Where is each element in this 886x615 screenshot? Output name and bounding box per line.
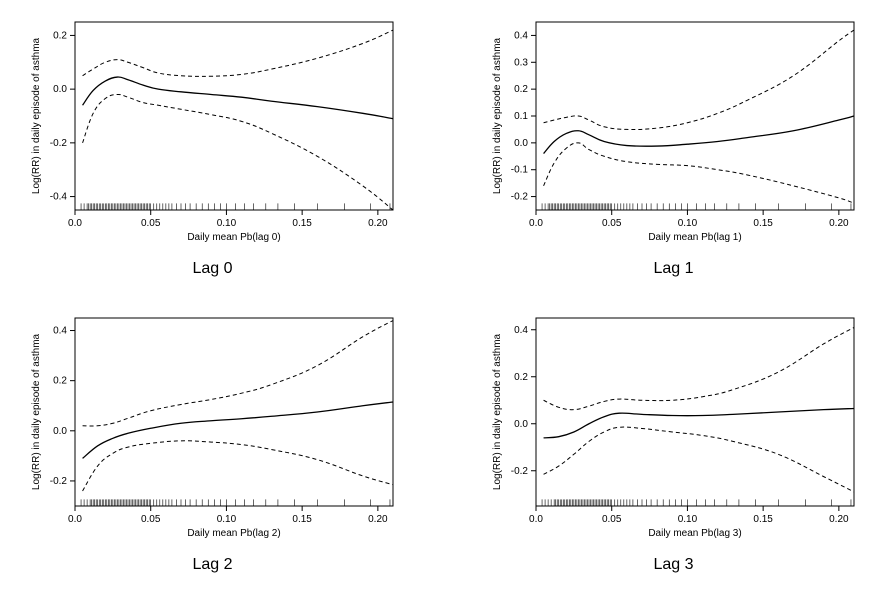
svg-text:0.05: 0.05 [601, 514, 621, 525]
panel-lag2: 0.0 0.05 0.10 0.15 0.20 -0.2 0.0 0.2 0.4 Daily me… [12, 308, 413, 574]
svg-text:-0.2: -0.2 [510, 192, 528, 203]
svg-text:0.10: 0.10 [216, 514, 236, 525]
svg-text:0.0: 0.0 [514, 138, 528, 149]
x-axis-title: Daily mean Pb(lag 0) [187, 232, 280, 243]
figure-grid: 0.0 0.05 0.10 0.15 0.20 -0.4 -0.2 0.0 0.2 Daily m… [12, 12, 874, 574]
y-axis-title: Log(RR) in daily episode of asthma [31, 37, 42, 194]
svg-text:-0.1: -0.1 [510, 165, 528, 176]
chart-svg: 0.0 0.05 0.10 0.15 0.20 -0.2 0.0 0.2 0.4 Daily me… [484, 308, 864, 548]
svg-text:-0.2: -0.2 [49, 138, 67, 149]
svg-text:0.0: 0.0 [529, 218, 543, 229]
svg-text:0.0: 0.0 [529, 514, 543, 525]
panel-lag0: 0.0 0.05 0.10 0.15 0.20 -0.4 -0.2 0.0 0.2 Daily m… [12, 12, 413, 278]
x-axis-title: Daily mean Pb(lag 1) [648, 232, 741, 243]
caption-lag1: Lag 1 [653, 260, 693, 278]
svg-text:-0.2: -0.2 [510, 466, 528, 477]
svg-text:0.10: 0.10 [216, 218, 236, 229]
svg-text:0.20: 0.20 [368, 514, 388, 525]
svg-text:0.3: 0.3 [514, 57, 528, 68]
chart-svg: 0.0 0.05 0.10 0.15 0.20 -0.2 0.0 0.2 0.4 Daily me… [23, 308, 403, 548]
svg-text:0.20: 0.20 [829, 218, 849, 229]
rug-marks [542, 499, 851, 506]
svg-text:0.10: 0.10 [677, 218, 697, 229]
svg-text:0.15: 0.15 [292, 514, 312, 525]
rug-marks [81, 499, 390, 506]
svg-text:0.05: 0.05 [601, 218, 621, 229]
svg-text:0.10: 0.10 [677, 514, 697, 525]
svg-text:0.2: 0.2 [53, 30, 67, 41]
svg-text:0.20: 0.20 [368, 218, 388, 229]
svg-text:0.05: 0.05 [140, 514, 160, 525]
svg-text:0.15: 0.15 [753, 514, 773, 525]
svg-text:0.0: 0.0 [53, 426, 67, 437]
x-axis-title: Daily mean Pb(lag 3) [648, 528, 741, 539]
y-axis-title: Log(RR) in daily episode of asthma [492, 37, 503, 194]
x-axis-title: Daily mean Pb(lag 2) [187, 528, 280, 539]
svg-text:0.0: 0.0 [68, 514, 82, 525]
rug-marks [542, 203, 851, 210]
svg-text:0.4: 0.4 [53, 326, 67, 337]
chart-svg: 0.0 0.05 0.10 0.15 0.20 -0.4 -0.2 0.0 0.2 Daily m… [23, 12, 403, 252]
svg-text:0.0: 0.0 [68, 218, 82, 229]
svg-text:0.15: 0.15 [292, 218, 312, 229]
y-axis-title: Log(RR) in daily episode of asthma [31, 333, 42, 490]
panel-lag1: 0.0 0.05 0.10 0.15 0.20 -0.2 -0.1 0.0 0.1 0.2 0.3 0… [473, 12, 874, 278]
caption-lag0: Lag 0 [192, 260, 232, 278]
svg-text:-0.4: -0.4 [49, 192, 67, 203]
rug-marks [81, 203, 390, 210]
svg-text:0.2: 0.2 [53, 376, 67, 387]
svg-text:0.0: 0.0 [514, 419, 528, 430]
plot-lag1: 0.0 0.05 0.10 0.15 0.20 -0.2 -0.1 0.0 0.1 0.2 0.3 0… [484, 12, 864, 252]
svg-text:0.2: 0.2 [514, 84, 528, 95]
caption-lag2: Lag 2 [192, 556, 232, 574]
plot-lag2: 0.0 0.05 0.10 0.15 0.20 -0.2 0.0 0.2 0.4 Daily me… [23, 308, 403, 548]
svg-text:-0.2: -0.2 [49, 476, 67, 487]
y-axis-title: Log(RR) in daily episode of asthma [492, 333, 503, 490]
svg-text:0.4: 0.4 [514, 325, 528, 336]
svg-text:0.1: 0.1 [514, 111, 528, 122]
chart-svg: 0.0 0.05 0.10 0.15 0.20 -0.2 -0.1 0.0 0.1 0.2 0.3 0… [484, 12, 864, 252]
svg-text:0.05: 0.05 [140, 218, 160, 229]
svg-text:0.15: 0.15 [753, 218, 773, 229]
plot-lag3: 0.0 0.05 0.10 0.15 0.20 -0.2 0.0 0.2 0.4 Daily me… [484, 308, 864, 548]
svg-text:0.20: 0.20 [829, 514, 849, 525]
svg-text:0.4: 0.4 [514, 30, 528, 41]
caption-lag3: Lag 3 [653, 556, 693, 574]
svg-text:0.0: 0.0 [53, 84, 67, 95]
panel-lag3: 0.0 0.05 0.10 0.15 0.20 -0.2 0.0 0.2 0.4 Daily me… [473, 308, 874, 574]
plot-lag0: 0.0 0.05 0.10 0.15 0.20 -0.4 -0.2 0.0 0.2 Daily m… [23, 12, 403, 252]
svg-text:0.2: 0.2 [514, 372, 528, 383]
